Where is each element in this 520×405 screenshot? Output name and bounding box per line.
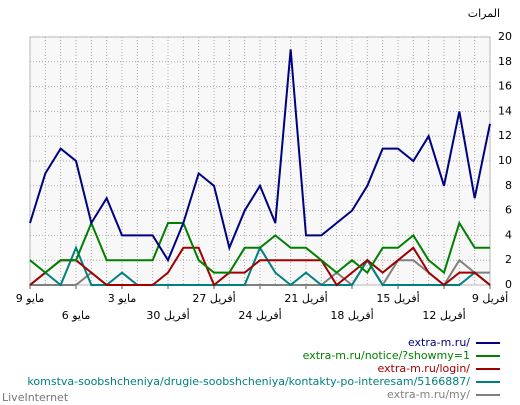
- x-tick-label: 21 أفريل: [284, 291, 327, 305]
- series-line: [29, 49, 491, 263]
- y-tick-label: 2: [505, 253, 512, 266]
- y-tick-label: 10: [498, 154, 512, 167]
- x-tick-label: 30 أفريل: [146, 308, 189, 322]
- legend-label: extra-m.ru/my/: [387, 388, 470, 401]
- x-tick-label: 6 مايو: [62, 309, 91, 322]
- y-axis-label: المرات: [468, 7, 500, 20]
- x-tick-label: 12 أفريل: [422, 308, 465, 322]
- y-tick-label: 4: [505, 228, 512, 241]
- x-tick-label: 3 مايو: [108, 292, 137, 305]
- y-tick-label: 16: [498, 80, 512, 93]
- x-tick-label: 18 أفريل: [330, 308, 373, 322]
- x-tick-label: 9 مايو: [16, 292, 45, 305]
- series-line: [29, 220, 490, 275]
- y-tick-label: 20: [498, 30, 512, 43]
- y-tick-label: 8: [505, 179, 512, 192]
- legend-label: extra-m.ru/login/: [377, 362, 470, 375]
- footer: LiveInternet: [2, 391, 69, 404]
- y-tick-label: 14: [498, 104, 512, 117]
- y-tick-label: 12: [498, 129, 512, 142]
- y-tick-label: 6: [505, 204, 512, 217]
- series-line: [29, 246, 491, 287]
- y-tick-label: 0: [505, 278, 512, 291]
- legend-label: extra-m.ru/notice/?showmy=1: [303, 349, 470, 362]
- x-tick-label: 27 أفريل: [192, 291, 235, 305]
- y-tick-label: 18: [498, 55, 512, 68]
- legend-label: extra-m.ru/: [408, 336, 470, 349]
- x-tick-label: 15 أفريل: [376, 291, 419, 305]
- x-tick-label: 9 أفريل: [472, 291, 508, 305]
- x-tick-label: 24 أفريل: [238, 308, 281, 322]
- legend-label: komstva-soobshcheniya/drugie-soobshcheni…: [27, 375, 470, 388]
